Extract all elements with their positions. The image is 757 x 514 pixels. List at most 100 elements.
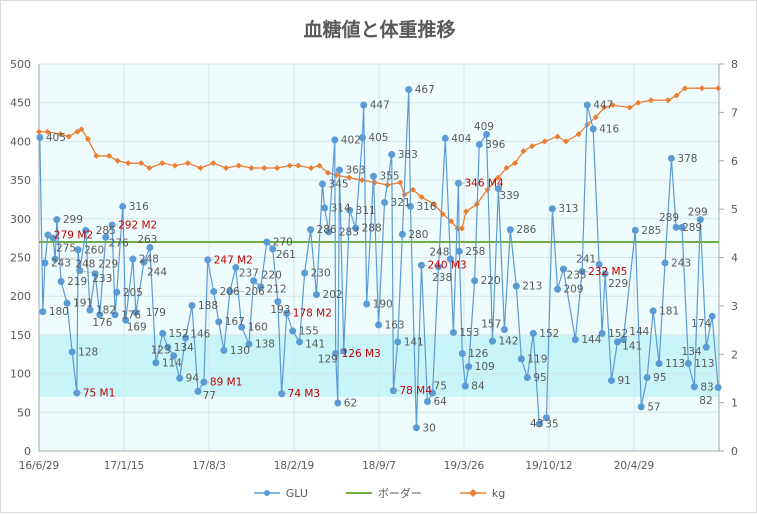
glu-point <box>506 226 514 234</box>
kg-point <box>36 128 42 135</box>
glu-point <box>702 343 710 351</box>
glu-point <box>483 130 491 138</box>
glu-data-label: 193 <box>270 304 290 316</box>
x-tick-label: 20/4/29 <box>614 460 654 472</box>
glu-point <box>68 348 76 356</box>
glu-data-label: 109 <box>475 361 495 373</box>
glu-data-label: 260 <box>84 244 104 256</box>
kg-point <box>274 165 280 172</box>
glu-point <box>494 185 502 193</box>
glu-data-label: 30 <box>422 422 435 434</box>
glu-data-label: 285 <box>641 225 661 237</box>
glu-data-label: 167 <box>225 316 245 328</box>
glu-point <box>529 329 537 337</box>
glu-data-label: 157 <box>481 318 501 330</box>
glu-data-label: 84 <box>471 380 485 392</box>
kg-point <box>93 152 100 159</box>
kg-point <box>106 152 113 159</box>
kg-point <box>635 99 642 106</box>
glu-point <box>471 277 479 285</box>
glu-data-label: 243 <box>51 257 71 269</box>
glu-data-label: 233 <box>92 273 112 285</box>
y-right-tick-label: 6 <box>731 155 738 168</box>
glu-data-label: 146 <box>190 328 210 340</box>
glu-data-label: 230 <box>311 267 331 279</box>
y-right-tick-label: 4 <box>731 252 738 265</box>
glu-data-label: 206 <box>245 286 265 298</box>
glu-data-label: 299 <box>688 206 708 218</box>
legend-border-label: ボーダー <box>377 487 422 500</box>
kg-point <box>114 157 121 164</box>
glu-point <box>548 205 556 213</box>
glu-data-label: 43 <box>530 418 543 430</box>
glu-data-label: 180 <box>49 306 69 318</box>
glu-data-label: 243 <box>671 257 691 269</box>
kg-point <box>138 160 144 167</box>
kg-point <box>184 160 191 167</box>
glu-data-label: 286 <box>317 224 337 236</box>
glu-data-label: 141 <box>305 338 325 350</box>
glu-line <box>39 89 719 428</box>
glu-data-label: 409 <box>474 121 494 133</box>
glu-data-label: 213 <box>522 281 542 293</box>
glu-point <box>406 202 414 210</box>
x-tick-label: 18/2/19 <box>274 460 314 472</box>
glu-point <box>523 373 531 381</box>
glu-data-label: 244 <box>147 266 167 278</box>
glu-data-label: 316 <box>416 201 436 213</box>
glu-data-label: 248 <box>429 247 449 259</box>
glu-point <box>346 206 354 214</box>
glu-data-label: 182 <box>96 305 116 317</box>
glu-point <box>263 238 271 246</box>
glu-point <box>331 136 339 144</box>
glu-point <box>684 360 692 368</box>
glu-point <box>446 255 454 263</box>
glu-data-label: 219 <box>67 276 87 288</box>
glu-point <box>250 277 258 285</box>
glu-point <box>111 311 119 319</box>
glu-point <box>405 86 413 94</box>
x-tick-label: 17/8/3 <box>192 460 226 472</box>
glu-data-label: 129 <box>318 354 338 366</box>
glu-data-label: 241 <box>576 253 596 265</box>
glu-data-label: 57 <box>647 401 660 413</box>
glu-data-label: 275 <box>56 242 76 254</box>
glu-memo-label: 75 M1 <box>83 387 115 399</box>
kg-point <box>626 104 633 111</box>
glu-data-label: 339 <box>499 190 519 202</box>
glu-point <box>245 340 253 348</box>
glu-data-label: 141 <box>404 336 424 348</box>
kg-point <box>308 165 314 172</box>
glu-data-label: 152 <box>169 328 189 340</box>
kg-point <box>541 138 548 145</box>
kg-point <box>682 85 688 92</box>
glu-data-label: 289 <box>659 212 679 224</box>
kg-point <box>223 165 229 172</box>
glu-data-label: 95 <box>533 372 546 384</box>
glu-data-label: 261 <box>276 249 296 261</box>
glu-point <box>289 327 297 335</box>
label-leaders <box>47 182 589 395</box>
glu-point <box>500 325 508 333</box>
glu-point <box>36 134 44 142</box>
glu-data-label: 82 <box>699 395 712 407</box>
glu-point <box>535 420 543 428</box>
glu-data-label: 209 <box>564 284 584 296</box>
glu-data-label: 123 <box>151 345 171 357</box>
glu-point <box>257 283 265 291</box>
glu-data-label: 83 <box>700 381 713 393</box>
glu-point <box>129 255 137 263</box>
kg-point <box>125 160 132 167</box>
y-left-tick-label: 150 <box>10 329 31 342</box>
kg-point <box>235 162 242 169</box>
glu-point <box>358 134 366 142</box>
y-left-tick-label: 100 <box>10 368 31 381</box>
glu-point <box>321 204 329 212</box>
glu-data-label: 138 <box>255 339 275 351</box>
glu-data-label: 174 <box>691 318 711 330</box>
glu-data-label: 188 <box>198 300 218 312</box>
glu-data-label: 152 <box>608 328 628 340</box>
glu-point <box>655 360 663 368</box>
glu-data-label: 248 <box>139 254 159 266</box>
glu-data-label: 237 <box>239 268 259 280</box>
